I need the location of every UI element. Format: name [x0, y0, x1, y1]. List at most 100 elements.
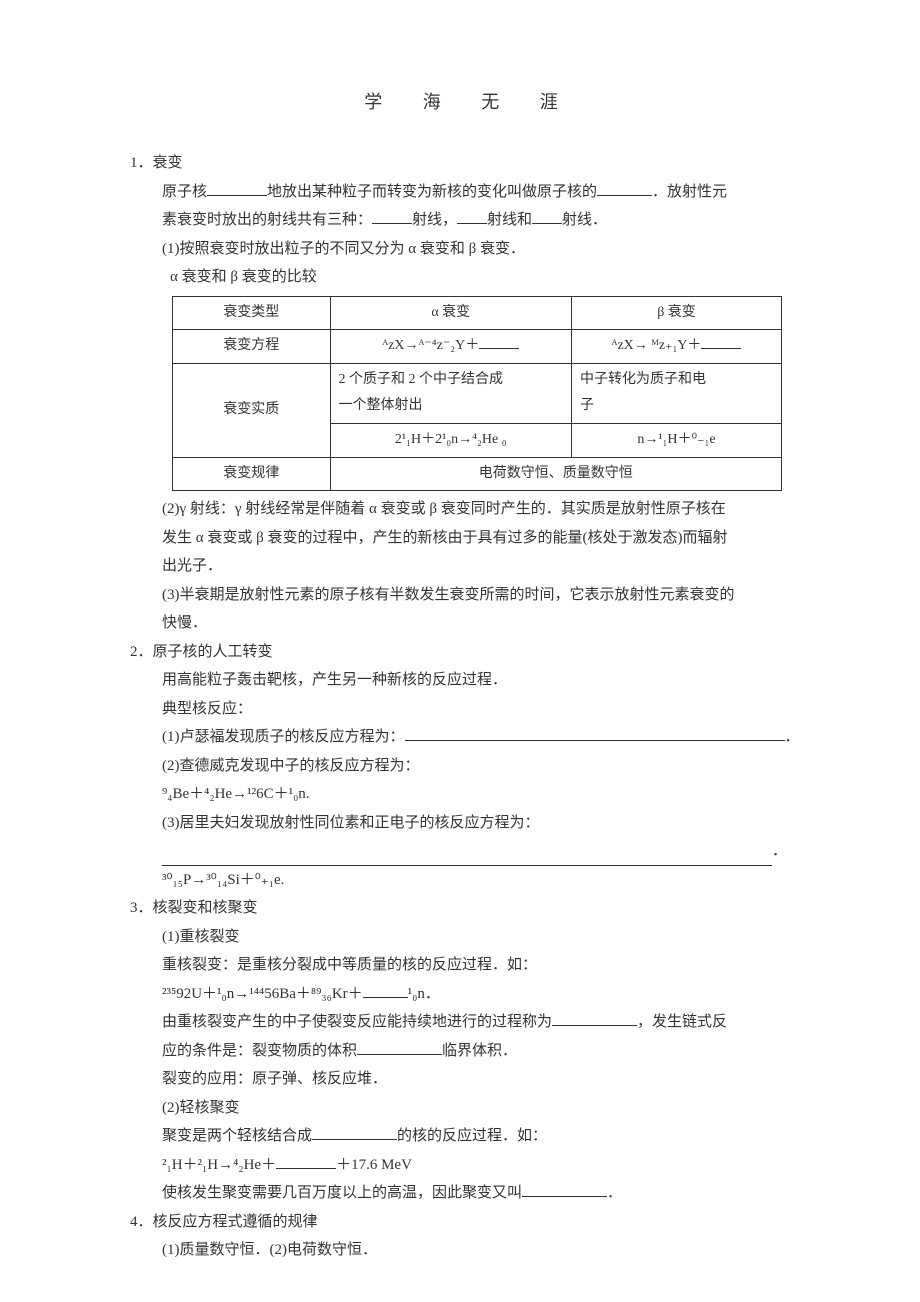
cell: 衰变规律: [173, 457, 331, 491]
blank: [597, 181, 652, 196]
s3-heading: 3．核裂变和核聚变: [130, 894, 810, 923]
s3-num: 3．: [130, 900, 153, 916]
s2-p8: ³⁰₁₅P→³⁰₁₄Si＋⁰₊₁e.: [162, 866, 810, 895]
cell: ᴬzX→ᴬ⁻⁴z⁻₂Y＋: [330, 330, 572, 364]
text: 使核发生聚变需要几百万度以上的高温，因此聚变又叫: [162, 1185, 522, 1201]
text: 的核的反应过程．如：: [397, 1128, 547, 1144]
s1-heading: 1．衰变: [130, 149, 810, 178]
s4-title: 核反应方程式遵循的规律: [153, 1214, 318, 1230]
s3-p10: 使核发生聚变需要几百万度以上的高温，因此聚变又叫 ．: [162, 1179, 810, 1208]
text: 素衰变时放出的射线共有三种：: [162, 212, 372, 228]
cell: 衰变类型: [173, 296, 331, 330]
s1-line8: (3)半衰期是放射性元素的原子核有半数发生衰变所需的时间，它表示放射性元素衰变的: [162, 581, 810, 610]
s3-p7: (2)轻核聚变: [162, 1094, 810, 1123]
blank: [207, 181, 267, 196]
text: 应的条件是：裂变物质的体积: [162, 1043, 357, 1059]
text: ．: [607, 1185, 622, 1201]
section-2: 2．原子核的人工转变 用高能粒子轰击靶核，产生另一种新核的反应过程． 典型核反应…: [130, 638, 810, 895]
cell: 2¹₁H＋2¹₀n→⁴₂He ₀: [330, 424, 572, 458]
text: 中子转化为质子和电: [580, 367, 773, 394]
blank: [457, 209, 487, 224]
s1-line1: 原子核 地放出某种粒子而转变为新核的变化叫做原子核的 ．放射性元: [162, 178, 810, 207]
s3-p8: 聚变是两个轻核结合成 的核的反应过程．如：: [162, 1122, 810, 1151]
cell: n→¹₁H＋⁰₋₁e: [572, 424, 782, 458]
s3-p9: ²₁H＋²₁H→⁴₂He＋ ＋17.6 MeV: [162, 1151, 810, 1180]
s2-title: 原子核的人工转变: [153, 644, 273, 660]
cell: 衰变实质: [173, 363, 331, 457]
s2-p5: ⁹₄Be＋⁴₂He→¹²6C＋¹₀n.: [162, 780, 810, 809]
blank: [276, 1154, 336, 1169]
text: 射线和: [487, 212, 532, 228]
s3-p6: 裂变的应用：原子弹、核反应堆．: [162, 1065, 810, 1094]
s2-p1: 用高能粒子轰击靶核，产生另一种新核的反应过程．: [162, 666, 810, 695]
blank: [532, 209, 562, 224]
page-header: 学 海 无 涯: [130, 85, 810, 119]
s2-heading: 2．原子核的人工转变: [130, 638, 810, 667]
s2-p3: (1)卢瑟福发现质子的核反应方程为： ．: [162, 723, 810, 752]
text: 原子核: [162, 184, 207, 200]
section-4: 4．核反应方程式遵循的规律 (1)质量数守恒．(2)电荷数守恒．: [130, 1208, 810, 1265]
s3-p1: (1)重核裂变: [162, 923, 810, 952]
decay-table: 衰变类型 α 衰变 β 衰变 衰变方程 ᴬzX→ᴬ⁻⁴z⁻₂Y＋ ᴬzX→ ᴹz…: [172, 296, 782, 492]
text: ²₁H＋²₁H→⁴₂He＋: [162, 1157, 276, 1173]
s3-p2: 重核裂变：是重核分裂成中等质量的核的反应过程．如：: [162, 951, 810, 980]
s3-title: 核裂变和核聚变: [153, 900, 258, 916]
text: 一个整体射出: [339, 393, 564, 420]
s2-p4: (2)查德威克发现中子的核反应方程为：: [162, 752, 810, 781]
s1-line4: α 衰变和 β 衰变的比较: [162, 263, 810, 292]
text: ＋17.6 MeV: [336, 1157, 412, 1173]
s1-line2: 素衰变时放出的射线共有三种： 射线， 射线和 射线．: [162, 206, 810, 235]
blank: [162, 851, 772, 866]
s3-p5: 应的条件是：裂变物质的体积 临界体积．: [162, 1037, 810, 1066]
text: 聚变是两个轻核结合成: [162, 1128, 312, 1144]
section-1: 1．衰变 原子核 地放出某种粒子而转变为新核的变化叫做原子核的 ．放射性元 素衰变时…: [130, 149, 810, 638]
s2-p6: (3)居里夫妇发现放射性同位素和正电子的核反应方程为：: [162, 809, 810, 838]
blank: [312, 1125, 397, 1140]
s2-num: 2．: [130, 644, 153, 660]
text: 射线．: [562, 212, 607, 228]
s2-p2: 典型核反应：: [162, 695, 810, 724]
text: ，发生链式反: [637, 1014, 727, 1030]
s1-num: 1．: [130, 155, 153, 171]
text: 临界体积．: [442, 1043, 517, 1059]
text: 地放出某种粒子而转变为新核的变化叫做原子核的: [267, 184, 597, 200]
blank: [363, 983, 408, 998]
blank: [479, 335, 519, 349]
text: 射线，: [412, 212, 457, 228]
cell: 衰变方程: [173, 330, 331, 364]
s2-p7: ．: [162, 837, 810, 866]
s1-line6: 发生 α 衰变或 β 衰变的过程中，产生的新核由于具有过多的能量(核处于激发态)…: [162, 524, 810, 553]
cell: β 衰变: [572, 296, 782, 330]
text: ²³⁵92U＋¹₀n→¹⁴⁴56Ba＋⁸⁹₃₆Kr＋: [162, 986, 363, 1002]
s4-p1: (1)质量数守恒．(2)电荷数守恒．: [162, 1236, 810, 1265]
text: ．放射性元: [652, 184, 727, 200]
text: ¹₀n．: [408, 986, 440, 1002]
text: 子: [580, 393, 773, 420]
section-3: 3．核裂变和核聚变 (1)重核裂变 重核裂变：是重核分裂成中等质量的核的反应过程…: [130, 894, 810, 1208]
blank: [405, 726, 785, 741]
cell: 中子转化为质子和电 子: [572, 363, 782, 423]
text: ᴬzX→ᴬ⁻⁴z⁻₂Y＋: [382, 338, 479, 353]
text: ᴬzX→ ᴹz₊₁Y＋: [612, 338, 702, 353]
s1-line7: 出光子．: [162, 552, 810, 581]
text: ．: [772, 837, 787, 866]
s1-title: 衰变: [153, 155, 183, 171]
cell: ᴬzX→ ᴹz₊₁Y＋: [572, 330, 782, 364]
s4-heading: 4．核反应方程式遵循的规律: [130, 1208, 810, 1237]
blank: [522, 1182, 607, 1197]
cell: 电荷数守恒、质量数守恒: [330, 457, 782, 491]
s4-num: 4．: [130, 1214, 153, 1230]
text: (1)卢瑟福发现质子的核反应方程为：: [162, 729, 405, 745]
text: ．: [785, 729, 800, 745]
blank: [701, 335, 741, 349]
text: 2 个质子和 2 个中子结合成: [339, 367, 564, 394]
text: 由重核裂变产生的中子使裂变反应能持续地进行的过程称为: [162, 1014, 552, 1030]
s3-p3: ²³⁵92U＋¹₀n→¹⁴⁴56Ba＋⁸⁹₃₆Kr＋ ¹₀n．: [162, 980, 810, 1009]
s1-line9: 快慢．: [162, 609, 810, 638]
cell: 2 个质子和 2 个中子结合成 一个整体射出: [330, 363, 572, 423]
s1-line3: (1)按照衰变时放出粒子的不同又分为 α 衰变和 β 衰变．: [162, 235, 810, 264]
blank: [357, 1040, 442, 1055]
blank: [552, 1011, 637, 1026]
blank: [372, 209, 412, 224]
cell: α 衰变: [330, 296, 572, 330]
